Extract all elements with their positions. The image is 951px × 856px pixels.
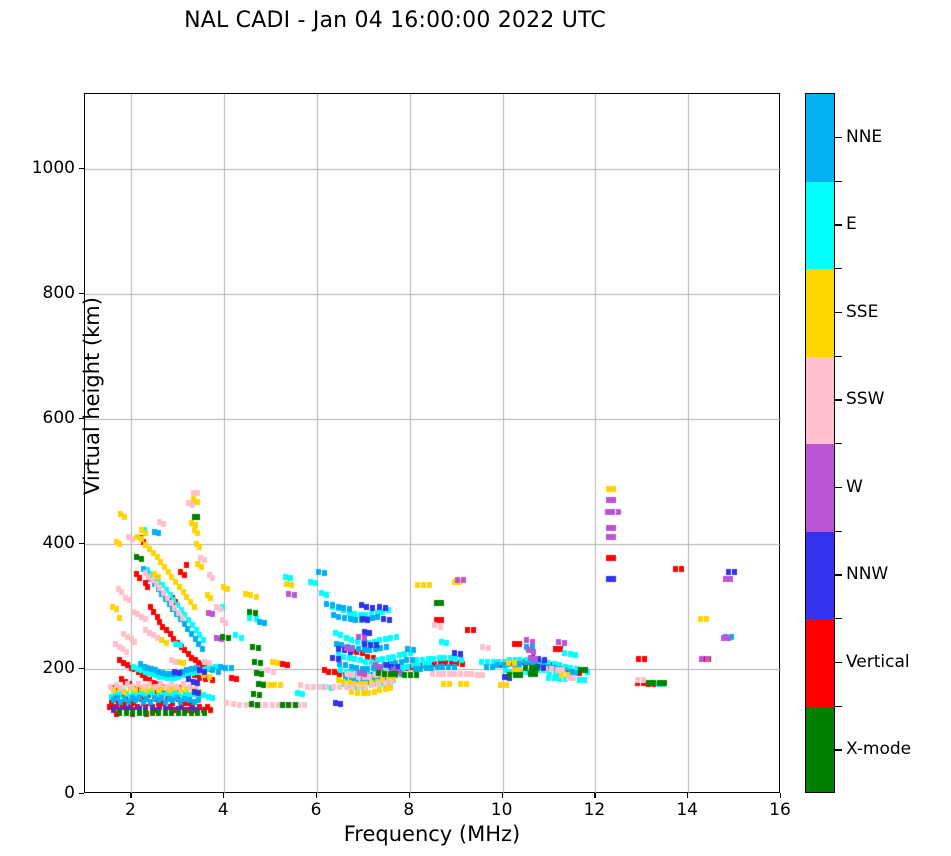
y-tick-label: 200 — [42, 658, 75, 678]
colorbar-tick-label-nnw: NNW — [846, 564, 889, 585]
colorbar-boundary-tick — [835, 268, 842, 270]
colorbar-tick-label-vertical: Vertical — [846, 651, 910, 672]
colorbar-boundary-tick — [835, 355, 842, 357]
y-tick-label: 600 — [42, 408, 75, 428]
colorbar-tick-label-ssw: SSW — [846, 389, 885, 410]
y-tick — [79, 168, 84, 170]
x-tick — [687, 793, 689, 798]
colorbar-segment-sse[interactable] — [806, 269, 834, 357]
x-tick-label: 8 — [403, 800, 415, 820]
colorbar-segment-w[interactable] — [806, 444, 834, 532]
x-axis-label: Frequency (MHz) — [343, 822, 521, 846]
x-tick — [223, 793, 225, 798]
page-title: NAL CADI - Jan 04 16:00:00 2022 UTC — [184, 8, 606, 33]
y-tick — [79, 793, 84, 795]
colorbar-boundary-tick — [835, 618, 842, 620]
colorbar-segment-nne[interactable] — [806, 94, 834, 182]
colorbar-label-tick — [835, 574, 842, 576]
y-tick — [79, 418, 84, 420]
colorbar-tick-label-nne: NNE — [846, 126, 883, 147]
colorbar[interactable] — [805, 93, 835, 793]
y-axis-label: Virtual height (km) — [80, 297, 104, 495]
colorbar-label-tick — [835, 224, 842, 226]
x-tick — [316, 793, 318, 798]
colorbar-segment-vertical[interactable] — [806, 619, 834, 707]
colorbar-tick-label-sse: SSE — [846, 301, 879, 322]
y-tick — [79, 668, 84, 670]
colorbar-segment-ssw[interactable] — [806, 356, 834, 444]
colorbar-boundary-tick — [835, 443, 842, 445]
colorbar-tick-label-w: W — [846, 476, 863, 497]
y-tick-label: 400 — [42, 533, 75, 553]
colorbar-label-tick — [835, 311, 842, 314]
x-tick — [780, 793, 782, 798]
colorbar-segment-nnw[interactable] — [806, 531, 834, 619]
y-tick-label: 800 — [42, 283, 75, 303]
colorbar-segment-e[interactable] — [806, 181, 834, 269]
colorbar-label-tick — [835, 749, 842, 751]
y-tick — [79, 543, 84, 545]
x-tick-label: 6 — [310, 800, 322, 820]
x-tick-label: 14 — [676, 800, 699, 820]
x-tick-label: 2 — [124, 800, 136, 820]
colorbar-boundary-tick — [835, 705, 842, 707]
colorbar-tick-label-x-mode: X-mode — [846, 739, 912, 760]
x-tick-label: 10 — [490, 800, 513, 820]
colorbar-boundary-tick — [835, 180, 842, 182]
x-tick — [408, 793, 410, 798]
colorbar-label-tick — [835, 661, 842, 664]
colorbar-label-tick — [835, 136, 842, 139]
x-tick — [501, 793, 503, 798]
y-tick-label: 0 — [64, 783, 75, 803]
y-tick-label: 1000 — [31, 158, 75, 178]
x-tick — [130, 793, 132, 798]
y-tick — [79, 293, 84, 295]
plot-axes[interactable] — [84, 93, 781, 794]
x-tick-label: 4 — [217, 800, 229, 820]
ionogram-data-layer — [85, 94, 781, 794]
x-tick-label: 12 — [583, 800, 606, 820]
colorbar-segment-x-mode[interactable] — [806, 706, 834, 792]
colorbar-label-tick — [835, 399, 842, 401]
colorbar-tick-label-e: E — [846, 214, 857, 235]
colorbar-label-tick — [835, 486, 842, 489]
colorbar-boundary-tick — [835, 530, 842, 532]
x-tick — [594, 793, 596, 798]
x-tick-label: 16 — [769, 800, 791, 820]
